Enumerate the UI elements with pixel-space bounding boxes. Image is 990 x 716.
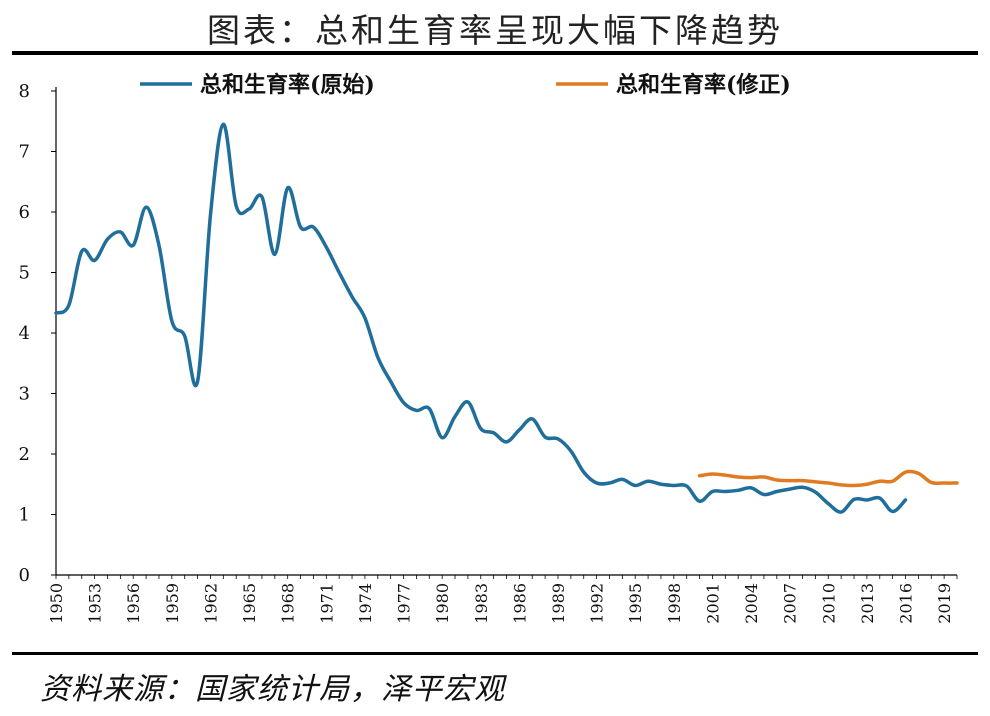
y-tick-label: 8 [19,81,30,102]
legend-label-revised: 总和生育率(修正) [616,72,791,98]
source-note: 资料来源：国家统计局，泽平宏观 [40,672,505,707]
x-tick-label: 1974 [356,583,375,624]
x-tick-label: 1962 [201,583,220,624]
x-tick-label: 1995 [626,583,645,624]
bottom-rule [12,652,978,655]
y-ticks: 0 1 2 3 4 5 6 7 8 [19,81,56,586]
x-tick-label: 2001 [703,583,722,624]
x-tick-label: 1953 [86,583,105,624]
axes [55,87,957,576]
x-tick-label: 2013 [858,583,877,624]
x-tick-label: 1959 [163,583,182,624]
series-group [54,122,959,514]
x-tick-label: 1998 [665,583,684,624]
y-tick-label: 2 [19,444,30,465]
y-tick-label: 3 [19,384,30,405]
x-ticks: 1950 1953 1956 1959 1962 1965 1968 1971 1974 1977… [47,575,958,624]
legend-label-original: 总和生育率(原始) [200,72,375,98]
series-line-revised [697,469,959,488]
y-tick-label: 6 [19,202,30,223]
x-tick-label: 2019 [935,583,954,624]
y-tick-label: 1 [19,505,30,526]
x-tick-label: 1986 [510,583,529,624]
x-tick-label: 1965 [240,583,259,624]
x-tick-label: 1977 [395,583,414,624]
y-tick-label: 5 [19,263,30,284]
x-tick-label: 1968 [279,583,298,624]
x-tick-label: 2010 [819,583,838,624]
x-tick-label: 2007 [781,583,800,624]
x-tick-label: 1989 [549,583,568,624]
x-tick-label: 1983 [472,583,491,624]
y-tick-label: 7 [19,142,30,163]
y-tick-label: 4 [19,323,30,344]
y-tick-label: 0 [19,565,30,586]
x-tick-label: 1971 [317,583,336,624]
chart-title: 图表：总和生育率呈现大幅下降趋势 [207,11,783,50]
legend: 总和生育率(原始) 总和生育率(修正) [140,72,791,98]
x-tick-label: 1992 [588,583,607,624]
x-tick-label: 1950 [47,583,66,624]
top-rule [12,51,978,55]
x-tick-label: 1980 [433,583,452,624]
x-tick-label: 2004 [742,583,761,624]
x-tick-label: 2016 [897,583,916,624]
x-tick-label: 1956 [124,583,143,624]
series-line-original [54,122,908,514]
